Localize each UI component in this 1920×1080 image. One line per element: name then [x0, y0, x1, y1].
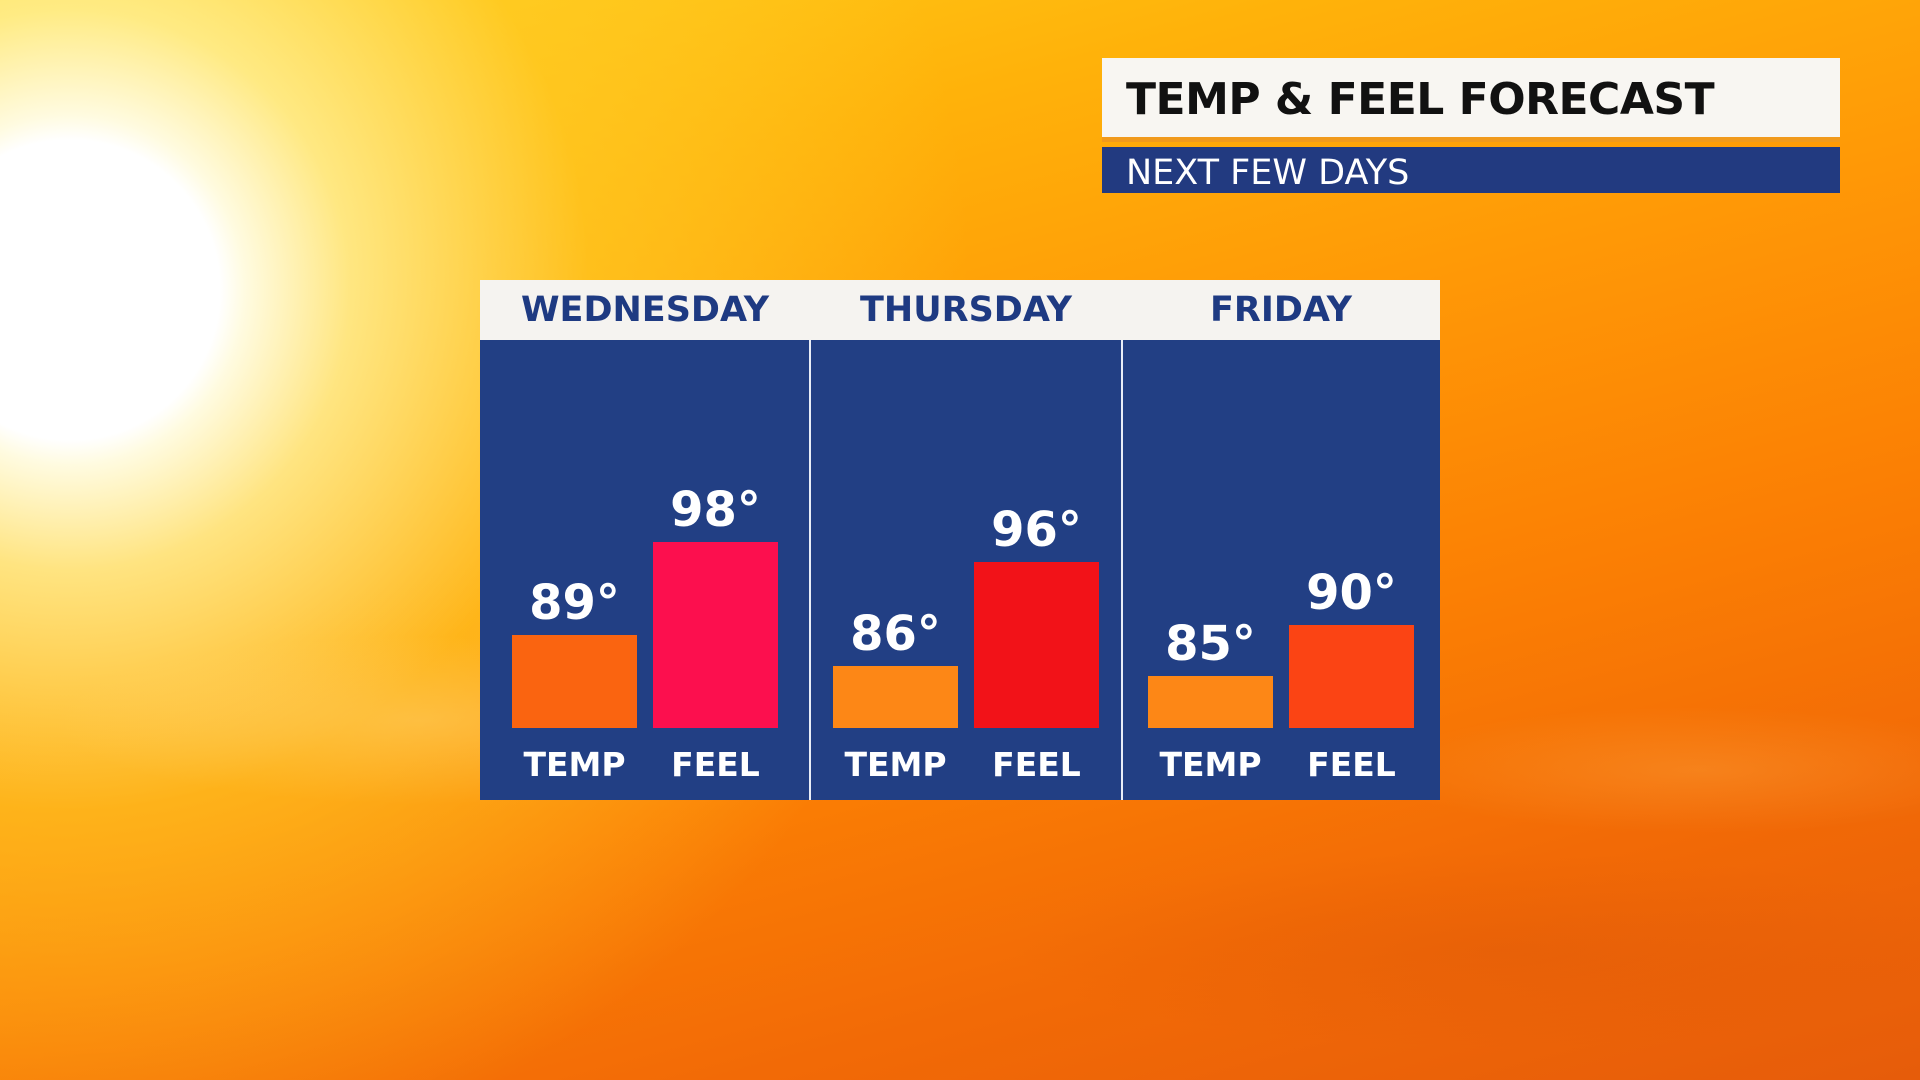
bar-thursday-feel: [974, 562, 1099, 728]
title-box: TEMP & FEEL FORECAST: [1102, 58, 1840, 142]
day-header-bar: [480, 280, 1440, 340]
bar-friday-temp: [1148, 676, 1273, 728]
category-label-friday-temp: TEMP: [1159, 745, 1262, 784]
bar-friday-feel: [1289, 624, 1414, 728]
value-label-thursday-temp: 86°: [850, 605, 941, 662]
value-label-thursday-feel: 96°: [991, 502, 1082, 559]
day-label-thursday: THURSDAY: [860, 290, 1072, 330]
day-label-friday: FRIDAY: [1209, 290, 1353, 330]
category-label-friday-feel: FEEL: [1307, 745, 1396, 784]
day-label-wednesday: WEDNESDAY: [520, 290, 770, 330]
section-divider: [1121, 340, 1123, 800]
chart-title: TEMP & FEEL FORECAST: [1126, 74, 1715, 125]
value-label-wednesday-feel: 98°: [670, 481, 761, 538]
bar-thursday-temp: [833, 665, 958, 728]
bar-wednesday-temp: [512, 634, 637, 728]
category-label-thursday-feel: FEEL: [992, 745, 1081, 784]
forecast-chart-panel: WEDNESDAY 89° TEMP 98° FEEL THURSDAY 86° TEMP 96…: [480, 280, 1440, 800]
chart-subtitle: NEXT FEW DAYS: [1126, 153, 1410, 193]
category-label-wednesday-temp: TEMP: [523, 745, 626, 784]
section-divider: [809, 340, 811, 800]
category-label-wednesday-feel: FEEL: [671, 745, 760, 784]
category-label-thursday-temp: TEMP: [844, 745, 947, 784]
bar-wednesday-feel: [653, 541, 778, 728]
subtitle-box: NEXT FEW DAYS: [1102, 147, 1840, 193]
chart-plot-area: [480, 340, 1440, 800]
value-label-wednesday-temp: 89°: [529, 574, 620, 631]
value-label-friday-temp: 85°: [1165, 616, 1256, 673]
value-label-friday-feel: 90°: [1306, 564, 1397, 621]
